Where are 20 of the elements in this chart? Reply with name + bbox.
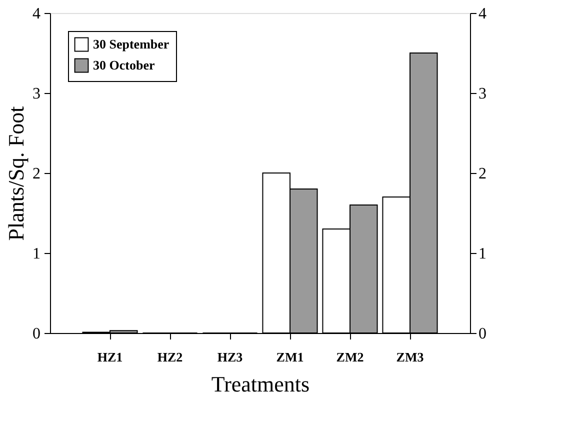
y2-tick-label: 3 xyxy=(478,86,486,102)
x-tick-label: ZM2 xyxy=(336,350,364,364)
y-axis-title: Plants/Sq. Foot xyxy=(4,106,28,241)
y2-tick-label: 4 xyxy=(478,6,486,22)
x-tick-label: HZ2 xyxy=(157,350,183,364)
x-tick-label: ZM3 xyxy=(396,350,424,364)
y2-tick-label: 0 xyxy=(478,326,486,342)
x-axis-title: Treatments xyxy=(211,372,310,396)
legend-label: 30 October xyxy=(93,58,155,72)
x-tick-label: HZ3 xyxy=(217,350,244,364)
y2-tick-label: 1 xyxy=(478,246,486,262)
y-tick-label: 4 xyxy=(32,6,40,22)
y-tick-label: 0 xyxy=(32,326,40,342)
x-tick-label: ZM1 xyxy=(276,350,304,364)
y2-tick-label: 2 xyxy=(478,166,486,182)
y-tick-label: 2 xyxy=(32,166,40,182)
x-tick-label: HZ1 xyxy=(97,350,123,364)
y-tick-label: 3 xyxy=(32,86,40,102)
legend-label: 30 September xyxy=(93,36,170,52)
y-tick-label: 1 xyxy=(32,246,40,262)
